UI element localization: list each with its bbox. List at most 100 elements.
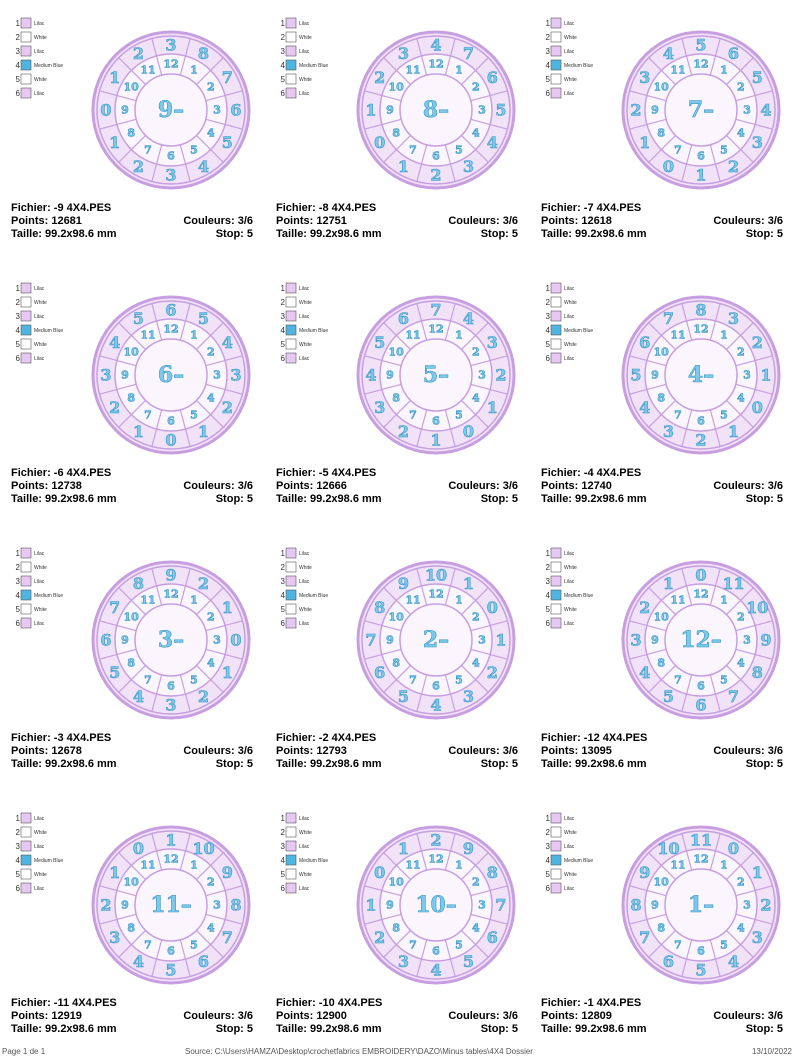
inner-number: 7 — [674, 673, 682, 686]
thread-name: Lilac — [299, 314, 310, 320]
inner-number: 2 — [472, 81, 480, 94]
thread-name: White — [299, 830, 312, 836]
design-cell: 1 Lilac 2 White 3 Lilac 4 Medium Blue 5 White 6 Lil… — [11, 812, 253, 1035]
thread-number: 2 — [281, 298, 286, 307]
inner-number: 5 — [190, 143, 198, 156]
segment-line — [444, 568, 456, 606]
thread-name: White — [564, 300, 577, 306]
wheel-inner — [399, 73, 473, 147]
outer-number: 8 — [630, 896, 641, 915]
inner-number: 1 — [190, 64, 198, 77]
design-cell: 1 Lilac 2 White 3 Lilac 4 Medium Blue 5 White 6 Lil… — [541, 17, 783, 240]
inner-number: 3 — [743, 369, 751, 382]
outer-number: 5 — [198, 309, 209, 328]
thread-swatch — [285, 73, 297, 85]
wheel-inner — [664, 338, 738, 412]
inner-number: 9 — [386, 104, 394, 117]
segment-line — [99, 118, 137, 130]
outer-number: 6 — [374, 663, 385, 682]
outer-number: 1 — [109, 863, 120, 882]
outer-number: 5 — [695, 36, 706, 55]
inner-number: 12 — [428, 323, 443, 336]
outer-number: 0 — [100, 101, 111, 120]
inner-number: 8 — [657, 657, 665, 670]
wheel-ring — [361, 565, 511, 715]
design-size: Taille: 99.2x98.6 mm — [276, 228, 382, 240]
outer-number: 3 — [630, 631, 641, 650]
thread-name: Lilac — [34, 844, 45, 850]
inner-number: 5 — [720, 938, 728, 951]
outer-number: 0 — [463, 422, 474, 441]
inner-number: 12 — [163, 853, 178, 866]
page-number: Page 1 de 1 — [2, 1047, 46, 1056]
segment-line — [196, 400, 224, 428]
thread-number: 5 — [546, 870, 551, 879]
stitch-points: Points: 12681 — [11, 215, 82, 227]
outer-number: 2 — [639, 598, 650, 617]
thread-swatch — [285, 882, 297, 894]
inner-number: 10 — [124, 346, 140, 359]
thread-swatch — [285, 282, 297, 294]
outer-number: 4 — [430, 696, 441, 715]
inner-number: 4 — [737, 392, 745, 405]
inner-number: 3 — [743, 104, 751, 117]
outer-number: 1 — [165, 831, 176, 850]
segment-line — [470, 118, 508, 130]
inner-number: 10 — [654, 611, 670, 624]
inner-number: 7 — [409, 408, 417, 421]
thread-number: 3 — [281, 842, 286, 851]
outer-number: 1 — [760, 366, 771, 385]
thread-number: 4 — [16, 856, 21, 865]
segment-line — [118, 322, 146, 350]
outer-number: 1 — [752, 863, 763, 882]
inner-number: 10 — [124, 81, 140, 94]
segment-line — [735, 90, 773, 102]
stitch-points: Points: 12900 — [276, 1010, 347, 1022]
outer-number: 5 — [398, 687, 409, 706]
thread-swatch — [285, 352, 297, 364]
outer-number: 5 — [133, 309, 144, 328]
outer-number: 1 — [495, 631, 506, 650]
segment-line — [383, 665, 411, 693]
inner-number: 9 — [121, 899, 129, 912]
segment-line — [681, 303, 693, 341]
segment-line — [709, 409, 721, 447]
thread-name: Lilac — [564, 356, 575, 362]
outer-number: 6 — [639, 333, 650, 352]
segment-line — [629, 885, 667, 897]
thread-swatch — [20, 561, 32, 573]
segment-line — [444, 833, 456, 871]
segment-line — [364, 355, 402, 367]
thread-swatch — [550, 603, 562, 615]
design-cell: 1 Lilac 2 White 3 Lilac 4 Medium Blue 5 White 6 Lil… — [541, 547, 783, 770]
outer-number: 6 — [230, 101, 241, 120]
thread-swatch — [20, 854, 32, 866]
segment-line — [118, 852, 146, 880]
outer-number: 3 — [100, 366, 111, 385]
outer-number: 3 — [165, 36, 176, 55]
outer-number: 1 — [695, 166, 706, 185]
segment-line — [179, 303, 191, 341]
color-count: Couleurs: 3/6 — [448, 745, 518, 757]
thread-swatch — [285, 324, 297, 336]
segment-line — [179, 144, 191, 182]
segment-line — [735, 383, 773, 395]
design-cell: 1 Lilac 2 White 3 Lilac 4 Medium Blue 5 White 6 Lil… — [11, 282, 253, 505]
center-label: 6– — [158, 362, 184, 388]
thread-name: White — [34, 300, 47, 306]
segment-line — [648, 665, 676, 693]
thread-number: 4 — [546, 326, 551, 335]
thread-number: 4 — [16, 591, 21, 600]
segment-line — [205, 118, 243, 130]
outer-number: 1 — [365, 101, 376, 120]
outer-number: 3 — [752, 928, 763, 947]
outer-number: 0 — [374, 133, 385, 152]
thread-name: White — [299, 607, 312, 613]
segment-line — [629, 620, 667, 632]
thread-name: Lilac — [34, 816, 45, 822]
segment-line — [470, 355, 508, 367]
inner-number: 11 — [405, 594, 420, 607]
segment-line — [151, 38, 163, 76]
thread-name: White — [34, 35, 47, 41]
outer-number: 3 — [663, 422, 674, 441]
